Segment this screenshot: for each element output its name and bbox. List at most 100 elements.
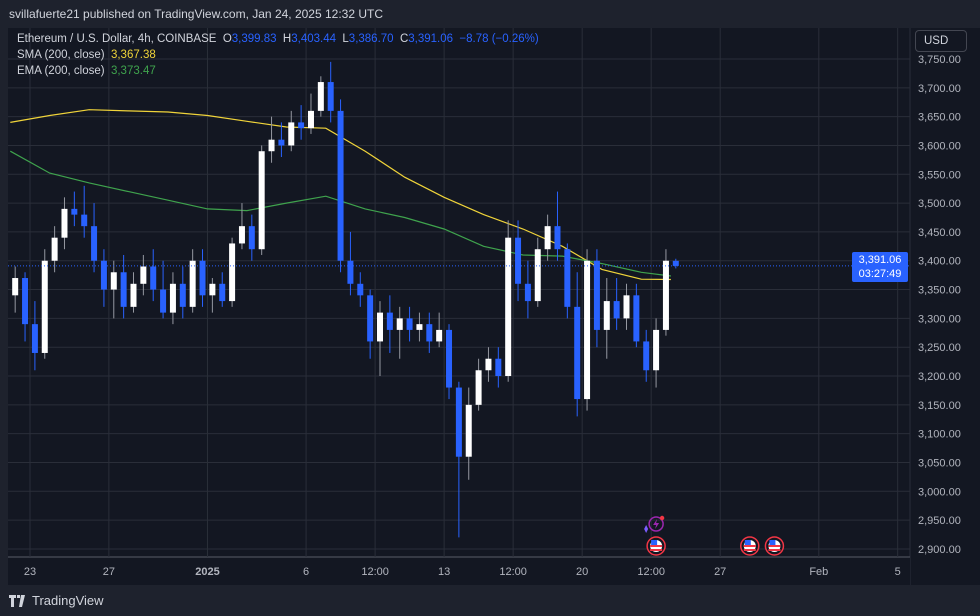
- candle-body: [416, 324, 423, 330]
- candle-down[interactable]: [672, 258, 679, 269]
- candle-down[interactable]: [357, 272, 364, 307]
- chart-area[interactable]: 2,900.00 2,950.00 3,000.00 3,050.00 3,100.00…: [8, 28, 980, 585]
- top-bar: svillafuerte21 published on TradingView.…: [0, 0, 980, 28]
- candle-up[interactable]: [258, 145, 265, 255]
- candle-up[interactable]: [169, 272, 176, 325]
- flag-stripe: [650, 545, 663, 547]
- candle-up[interactable]: [229, 237, 236, 307]
- candle-up[interactable]: [396, 306, 403, 359]
- candle-down[interactable]: [613, 278, 620, 330]
- candle-down[interactable]: [367, 289, 374, 359]
- candle-up[interactable]: [130, 272, 137, 313]
- candle-down[interactable]: [524, 260, 531, 319]
- candle-down[interactable]: [278, 122, 285, 157]
- candle-up[interactable]: [268, 116, 275, 163]
- candle-down[interactable]: [347, 231, 354, 296]
- candle-body: [524, 283, 531, 302]
- candle-down[interactable]: [564, 243, 571, 319]
- candle-up[interactable]: [465, 387, 472, 480]
- candle-down[interactable]: [120, 254, 127, 319]
- candle-down[interactable]: [386, 295, 393, 353]
- candle-body: [515, 237, 522, 284]
- y-tick-label: 3,050.00: [918, 457, 961, 469]
- price-axis[interactable]: [910, 28, 980, 585]
- candle-down[interactable]: [219, 272, 226, 307]
- candle-up[interactable]: [41, 249, 48, 359]
- candle-up[interactable]: [603, 278, 610, 359]
- candle-up[interactable]: [61, 197, 68, 250]
- flag-stripe: [768, 549, 781, 551]
- candle-down[interactable]: [179, 266, 186, 319]
- candle-down[interactable]: [554, 191, 561, 261]
- change-value: −8.78 (−0.26%): [459, 33, 539, 45]
- candle-up[interactable]: [12, 266, 19, 313]
- candle-down[interactable]: [574, 272, 581, 417]
- lightning-icon[interactable]: [648, 516, 664, 532]
- candle-down[interactable]: [446, 324, 453, 400]
- candle-body: [623, 295, 630, 319]
- candle-down[interactable]: [633, 283, 640, 348]
- y-tick-label: 3,400.00: [918, 256, 961, 268]
- candle-up[interactable]: [653, 318, 660, 388]
- y-tick-label: 3,350.00: [918, 285, 961, 297]
- time-axis[interactable]: [8, 557, 910, 585]
- candle-up[interactable]: [544, 214, 551, 261]
- sma-legend[interactable]: SMA (200, close) 3,367.38: [17, 49, 156, 61]
- candle-down[interactable]: [327, 61, 334, 123]
- close-value: 3,391.06: [408, 33, 454, 45]
- candle-up[interactable]: [140, 254, 147, 296]
- candle-body: [465, 404, 472, 457]
- candle-up[interactable]: [475, 358, 482, 411]
- candle-down[interactable]: [150, 249, 157, 302]
- candle-down[interactable]: [199, 249, 206, 307]
- flag-stripe: [743, 545, 756, 547]
- candle-down[interactable]: [515, 220, 522, 302]
- candle-down[interactable]: [643, 329, 650, 382]
- candle-down[interactable]: [455, 381, 462, 538]
- candle-down[interactable]: [81, 185, 88, 238]
- candle-down[interactable]: [248, 214, 255, 261]
- candle-up[interactable]: [110, 260, 117, 319]
- candle-up[interactable]: [436, 312, 443, 348]
- candle-down[interactable]: [91, 203, 98, 273]
- candle-up[interactable]: [505, 220, 512, 382]
- currency-button[interactable]: USD: [915, 30, 967, 52]
- candle-down[interactable]: [406, 306, 413, 342]
- candle-up[interactable]: [288, 110, 295, 152]
- price-chart[interactable]: 2,900.00 2,950.00 3,000.00 3,050.00 3,100.00…: [8, 28, 980, 585]
- candle-up[interactable]: [51, 226, 58, 273]
- symbol-name[interactable]: Ethereum / U.S. Dollar, 4h, COINBASE: [17, 33, 217, 45]
- candle-up[interactable]: [238, 203, 245, 250]
- candle-down[interactable]: [160, 260, 167, 319]
- candle-up[interactable]: [189, 249, 196, 313]
- candle-up[interactable]: [377, 301, 383, 377]
- candle-up[interactable]: [209, 278, 216, 313]
- candle-down[interactable]: [22, 272, 29, 342]
- candle-up[interactable]: [584, 249, 591, 411]
- candle-up[interactable]: [623, 283, 630, 330]
- candle-up[interactable]: [317, 76, 324, 117]
- candle-up[interactable]: [662, 249, 669, 336]
- candle-down[interactable]: [71, 191, 78, 227]
- tradingview-logo[interactable]: TradingView: [9, 593, 104, 608]
- candle-down[interactable]: [593, 249, 600, 348]
- candle-body: [564, 249, 571, 307]
- candle-down[interactable]: [100, 249, 107, 307]
- x-tick-label: 6: [303, 566, 309, 578]
- candle-down[interactable]: [337, 99, 344, 273]
- candle-down[interactable]: [495, 347, 502, 388]
- candle-up[interactable]: [307, 93, 314, 134]
- ema-legend[interactable]: EMA (200, close) 3,373.47: [17, 65, 156, 77]
- candle-up[interactable]: [416, 312, 423, 342]
- candle-up[interactable]: [534, 237, 541, 307]
- candle-body: [317, 82, 324, 111]
- candle-up[interactable]: [485, 347, 492, 382]
- candle-body: [357, 283, 364, 296]
- candle-down[interactable]: [298, 105, 305, 140]
- candle-body: [633, 295, 640, 342]
- brand-name: TradingView: [32, 593, 104, 608]
- last-price: 3,391.06: [858, 254, 902, 266]
- candle-down[interactable]: [31, 301, 38, 371]
- candle-down[interactable]: [426, 312, 433, 353]
- high-label: H: [282, 33, 292, 45]
